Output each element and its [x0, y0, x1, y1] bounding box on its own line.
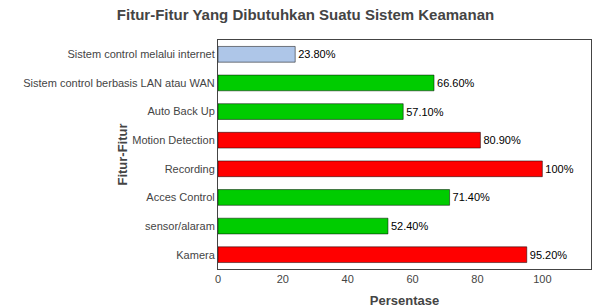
svg-text:80: 80 — [471, 273, 483, 285]
svg-text:Sistem control berbasis LAN at: Sistem control berbasis LAN atau WAN — [23, 77, 215, 89]
svg-text:80.90%: 80.90% — [483, 134, 521, 146]
svg-text:95.20%: 95.20% — [530, 249, 568, 261]
svg-text:Recording: Recording — [165, 163, 215, 175]
svg-text:57.10%: 57.10% — [406, 106, 444, 118]
svg-text:sensor/alaram: sensor/alaram — [145, 220, 215, 232]
svg-text:0: 0 — [215, 273, 221, 285]
svg-text:40: 40 — [342, 273, 354, 285]
svg-text:Kamera: Kamera — [176, 249, 215, 261]
svg-text:23.80%: 23.80% — [298, 48, 336, 60]
svg-text:Fitur-Fitur: Fitur-Fitur — [115, 123, 130, 185]
svg-text:60: 60 — [406, 273, 418, 285]
svg-text:71.40%: 71.40% — [453, 191, 491, 203]
svg-text:Persentase: Persentase — [370, 293, 439, 308]
svg-text:100%: 100% — [545, 163, 573, 175]
svg-text:Acces Control: Acces Control — [146, 191, 214, 203]
svg-text:100: 100 — [533, 273, 551, 285]
svg-text:Motion Detection: Motion Detection — [132, 134, 215, 146]
svg-text:Auto Back Up: Auto Back Up — [148, 105, 215, 117]
svg-text:Fitur-Fitur Yang Dibutuhkan Su: Fitur-Fitur Yang Dibutuhkan Suatu Sistem… — [117, 6, 494, 23]
svg-text:66.60%: 66.60% — [437, 77, 475, 89]
svg-text:Sistem control melalui interne: Sistem control melalui internet — [67, 48, 214, 60]
svg-text:20: 20 — [277, 273, 289, 285]
svg-text:52.40%: 52.40% — [391, 220, 429, 232]
